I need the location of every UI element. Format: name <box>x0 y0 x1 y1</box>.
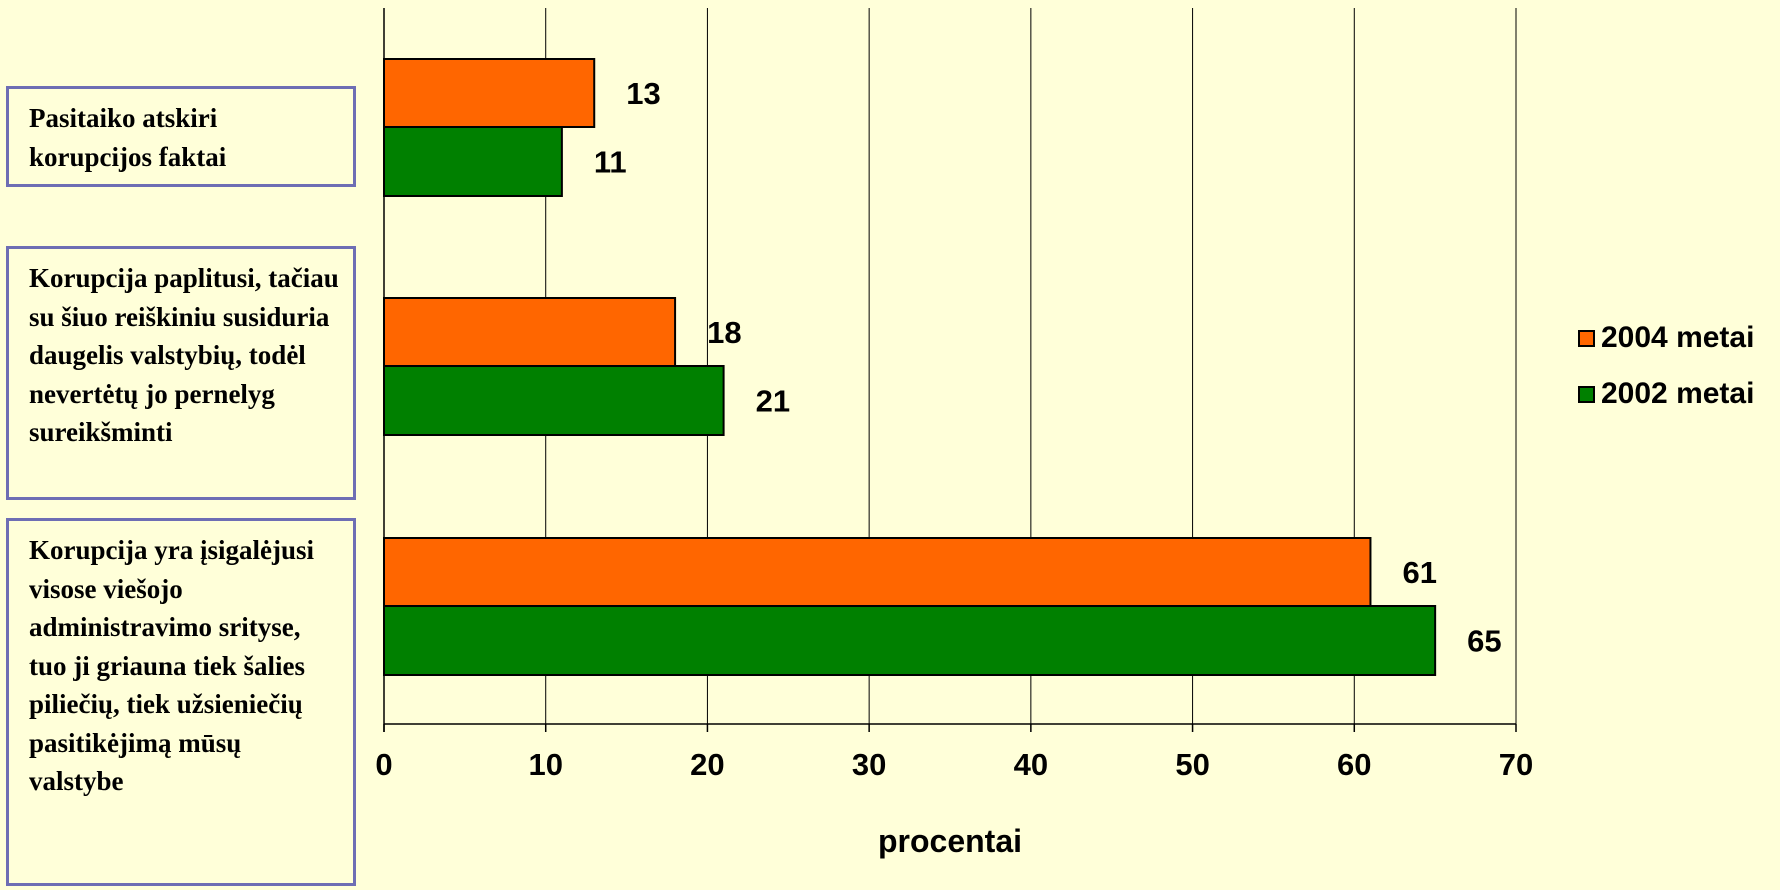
data-label-2002-metai-cat3: 65 <box>1467 624 1501 659</box>
legend-label-2002: 2002 metai <box>1601 377 1755 410</box>
x-tick-label-60: 60 <box>1337 747 1371 782</box>
legend-item-2002: 2002 metai <box>1578 374 1754 414</box>
data-label-2004-metai-cat1: 13 <box>626 76 660 111</box>
category-label-1-text: Pasitaiko atskiri korupcijos faktai <box>29 103 227 172</box>
category-label-3: Korupcija yra įsigalėjusi visose viešojo… <box>6 518 356 886</box>
category-label-1: Pasitaiko atskiri korupcijos faktai <box>6 86 356 187</box>
bar-2002-metai-cat3 <box>383 605 1437 676</box>
bar-2004-metai-cat3 <box>383 537 1372 607</box>
x-tick-label-70: 70 <box>1499 747 1533 782</box>
legend-label-2004: 2004 metai <box>1601 321 1755 354</box>
bar-2004-metai-cat2 <box>383 297 677 367</box>
x-tick-label-40: 40 <box>1014 747 1048 782</box>
x-tick-label-20: 20 <box>690 747 724 782</box>
bar-2004-metai-cat1 <box>383 58 596 128</box>
bar-2002-metai-cat2 <box>383 365 725 436</box>
data-label-2004-metai-cat3: 61 <box>1402 555 1436 590</box>
x-tick-label-0: 0 <box>375 747 392 782</box>
x-tick-label-10: 10 <box>528 747 562 782</box>
legend-item-2004: 2004 metai <box>1578 318 1754 358</box>
category-label-2: Korupcija paplitusi, tačiau su šiuo reiš… <box>6 246 356 500</box>
data-label-2004-metai-cat2: 18 <box>707 315 741 350</box>
x-tick-label-30: 30 <box>852 747 886 782</box>
data-label-2002-metai-cat1: 11 <box>594 145 627 180</box>
x-axis-label: procentai <box>878 823 1022 859</box>
x-tick-label-50: 50 <box>1175 747 1209 782</box>
category-label-2-text: Korupcija paplitusi, tačiau su šiuo reiš… <box>29 263 339 447</box>
legend-swatch-2002 <box>1578 385 1595 403</box>
data-label-2002-metai-cat2: 21 <box>756 384 790 419</box>
legend-swatch-2004 <box>1578 329 1595 347</box>
bar-2002-metai-cat1 <box>383 126 563 197</box>
category-label-3-text: Korupcija yra įsigalėjusi visose viešojo… <box>29 535 314 796</box>
